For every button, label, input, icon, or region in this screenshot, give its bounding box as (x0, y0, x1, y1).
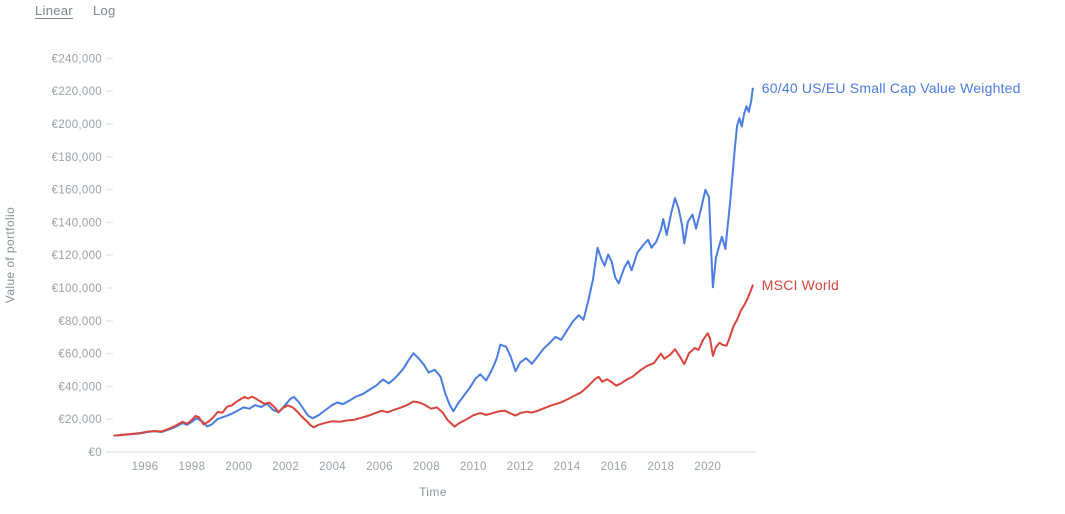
x-tick-label: 2004 (319, 461, 346, 473)
x-tick-label: 2018 (647, 461, 674, 473)
y-tick-label: €220,000 (52, 86, 102, 98)
x-tick-label: 2012 (507, 461, 534, 473)
x-axis-ticks: 1996 1998 2000 2002 2004 2006 2008 2010 2012 2014… (132, 461, 721, 473)
x-axis-title: Time (419, 485, 447, 499)
y-tick-label: €180,000 (52, 152, 102, 164)
y-axis: €0 €20,000 €40,000 €60,000 €80,000 €100,000 €1… (3, 53, 113, 459)
x-tick-label: 2020 (694, 461, 721, 473)
y-tick-label: €80,000 (58, 316, 102, 328)
linear-scale-toggle[interactable]: Linear (35, 3, 73, 18)
log-scale-toggle[interactable]: Log (92, 3, 116, 18)
x-tick-label: 2006 (366, 461, 393, 473)
x-tick-label: 2002 (272, 461, 299, 473)
y-tick-label: €240,000 (52, 53, 102, 65)
y-tick-label: €0 (89, 447, 102, 459)
scale-toggle: Linear Log (35, 3, 116, 18)
x-tick-label: 2008 (413, 461, 440, 473)
x-tick-label: 2014 (554, 461, 581, 473)
y-tick-label: €160,000 (52, 185, 102, 197)
x-axis: 1996 1998 2000 2002 2004 2006 2008 2010 2012 2014… (110, 451, 756, 499)
series-end-labels: 60/40 US/EU Small Cap Value Weighted MSCI… (762, 80, 1021, 293)
series-lines (113, 87, 754, 437)
series-line-60-40-us-eu-small-cap-value-weighted[interactable] (113, 87, 754, 437)
series-label-60-40-us-eu-small-cap-value-weighted: 60/40 US/EU Small Cap Value Weighted (762, 80, 1021, 96)
y-axis-title: Value of portfolio (3, 207, 17, 303)
x-tick-label: 1998 (178, 461, 205, 473)
y-axis-ticks: €0 €20,000 €40,000 €60,000 €80,000 €100,000 €1… (52, 53, 113, 459)
y-tick-label: €120,000 (52, 250, 102, 262)
x-tick-label: 1996 (132, 461, 159, 473)
y-tick-label: €140,000 (52, 217, 102, 229)
y-tick-label: €200,000 (52, 119, 102, 131)
x-tick-label: 2000 (225, 461, 252, 473)
y-tick-label: €20,000 (58, 414, 102, 426)
x-tick-label: 2010 (460, 461, 487, 473)
series-label-msci-world: MSCI World (762, 277, 839, 293)
y-tick-label: €60,000 (58, 349, 102, 361)
series-line-msci-world[interactable] (113, 284, 754, 437)
x-tick-label: 2016 (601, 461, 628, 473)
y-tick-label: €40,000 (58, 381, 102, 393)
y-tick-label: €100,000 (52, 283, 102, 295)
